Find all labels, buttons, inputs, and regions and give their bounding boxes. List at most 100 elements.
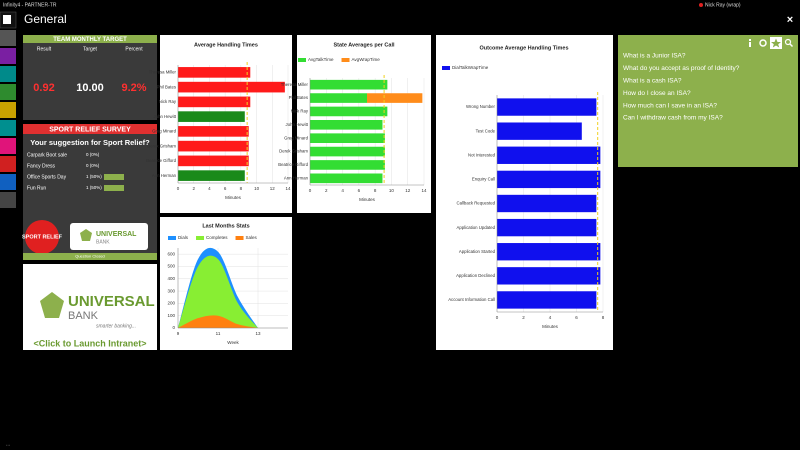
sport-relief-logo — [25, 220, 59, 254]
bar — [178, 111, 245, 122]
y-tick-label: Greg Minard — [284, 135, 308, 140]
legend-swatch — [442, 66, 450, 70]
y-tick-label: Greg Minard — [152, 129, 176, 134]
bar — [178, 96, 251, 108]
y-tick-label: Nick Ray — [291, 109, 309, 114]
x-tick-label: 13 — [255, 331, 261, 336]
chart-title: Average Handling Times — [194, 42, 258, 48]
legend-swatch — [235, 236, 244, 240]
y-tick-label: Ann Herman — [152, 173, 177, 178]
y-tick-label: Application Declined — [456, 273, 496, 278]
chart-title: State Averages per Call — [333, 42, 395, 48]
target-panel — [23, 35, 157, 120]
y-tick-label: Callback Requested — [457, 201, 496, 206]
intranet-bank-name: UNIVERSAL — [68, 293, 155, 310]
x-axis-label: Minutes — [225, 195, 242, 200]
x-tick-label: 8 — [602, 315, 605, 320]
window-title: Infinity4 - PARTNER-TR — [3, 2, 57, 8]
x-tick-label: 9 — [177, 331, 180, 336]
nav-book[interactable] — [0, 138, 16, 154]
y-tick-label: John Hewitt — [154, 114, 177, 119]
bar — [310, 133, 385, 144]
y-tick-label: Not Interested — [468, 152, 496, 157]
search-icon[interactable] — [784, 38, 792, 46]
target-value: 0.92 — [33, 82, 54, 94]
y-tick-label: John Hewitt — [286, 122, 309, 127]
x-tick-label: 6 — [224, 186, 227, 191]
bar — [310, 173, 383, 184]
bar — [178, 170, 245, 181]
nav-chart[interactable] — [0, 84, 16, 100]
faq-question[interactable]: How do I close an ISA? — [623, 90, 691, 97]
nav-pin[interactable] — [0, 30, 16, 46]
legend-swatch — [168, 236, 176, 240]
nav-tools[interactable] — [0, 192, 16, 208]
bar — [178, 81, 285, 93]
chart-title: Last Months Stats — [202, 223, 249, 229]
bank-logo-icon — [80, 229, 92, 241]
target-value: 9.2% — [121, 82, 146, 94]
y-tick-label: Phil Bates — [289, 95, 308, 100]
x-tick-label: 4 — [208, 186, 211, 191]
survey-status-bar — [23, 253, 157, 260]
bar — [178, 140, 249, 152]
y-tick-label: Phil Bates — [157, 84, 176, 89]
y-tick-label: Wrong Number — [466, 104, 496, 109]
settings-icon[interactable] — [759, 39, 767, 47]
nav-chat[interactable] — [0, 156, 16, 172]
faq-question[interactable]: Can I withdraw cash from my ISA? — [623, 115, 723, 122]
bar — [497, 146, 601, 164]
survey-bar — [104, 174, 124, 180]
intranet-bank-name2: BANK — [68, 310, 99, 322]
y-tick-label: Nick Ray — [159, 99, 177, 104]
legend-label: AvgWrapTime — [352, 57, 381, 62]
nav-info[interactable] — [0, 174, 16, 190]
survey-title: SPORT RELIEF SURVEY — [49, 126, 131, 133]
survey-bar — [104, 185, 124, 191]
bar — [310, 146, 385, 157]
legend-swatch — [341, 58, 350, 62]
y-tick-label: Enquiry Call — [472, 177, 495, 182]
survey-option-count: 1 (50%) — [86, 174, 102, 179]
y-tick-label: Derek Grisham — [147, 143, 176, 148]
faq-question[interactable]: How much can I save in an ISA? — [623, 102, 717, 109]
nav-globe[interactable] — [0, 48, 16, 64]
x-tick-label: 8 — [240, 186, 243, 191]
x-tick-label: 4 — [549, 315, 552, 320]
bar — [310, 160, 385, 170]
y-tick-label: 400 — [167, 276, 175, 281]
survey-option: Office Sports Day — [27, 174, 67, 180]
area — [178, 315, 258, 328]
y-tick-label: 100 — [167, 313, 175, 318]
star-icon — [771, 38, 781, 48]
nav-cube[interactable] — [0, 120, 16, 136]
bar — [310, 106, 388, 117]
survey-option-count: 1 (50%) — [86, 185, 102, 190]
close-button[interactable]: × — [787, 14, 793, 26]
survey-option-count: 0 (0%) — [86, 152, 100, 157]
y-tick-label: 200 — [167, 301, 175, 306]
faq-question[interactable]: What is a cash ISA? — [623, 78, 682, 85]
legend-label: Completes — [206, 235, 228, 240]
x-axis-label: Minutes — [542, 324, 559, 329]
legend-label: Sales — [246, 235, 258, 240]
survey-option: Fancy Dress — [27, 163, 56, 169]
user-name: Nick Ray (wrap) — [705, 2, 741, 8]
survey-option: Carpark Boot sale — [27, 152, 67, 158]
faq-question[interactable]: What do you accept as proof of Identity? — [623, 65, 740, 72]
legend-label: DialTalkWrapTime — [452, 65, 489, 70]
y-tick-label: Ann Herman — [284, 175, 309, 180]
nav-tree[interactable] — [0, 66, 16, 82]
target-header — [23, 35, 157, 43]
x-tick-label: 14 — [421, 188, 427, 193]
y-tick-label: Theresa Miller — [281, 82, 309, 87]
intranet-logo-icon — [40, 292, 64, 318]
target-column: Target — [83, 46, 98, 52]
intranet-link[interactable]: <Click to Launch Intranet> — [33, 338, 146, 348]
faq-question[interactable]: What is a Junior ISA? — [623, 53, 686, 60]
bank-logo-name: UNIVERSAL — [96, 231, 137, 238]
nav-star[interactable] — [0, 102, 16, 118]
bar — [310, 93, 367, 103]
y-tick-label: Beatrice Gifford — [146, 158, 176, 163]
